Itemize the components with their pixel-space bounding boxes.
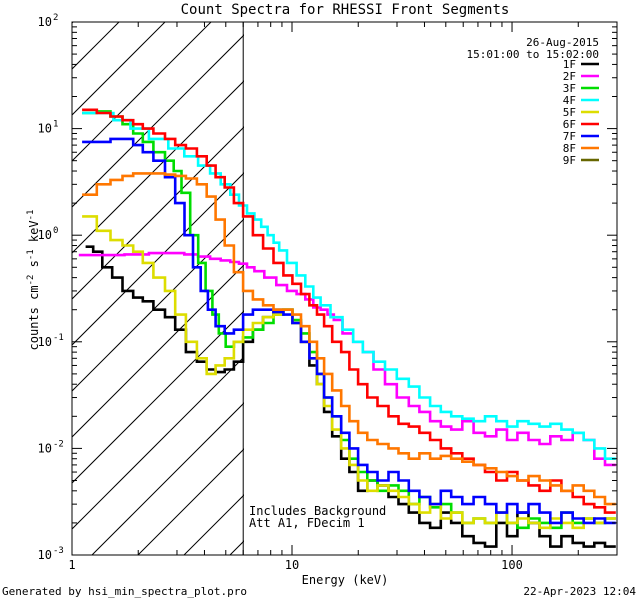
hatch-line (0, 0, 10, 555)
y-tick-exponent: 2 (53, 13, 58, 23)
x-axis-label: Energy (keV) (302, 573, 389, 587)
series-line-7f (82, 137, 616, 525)
x-tick-label: 1 (68, 558, 75, 572)
hatch-line (72, 34, 244, 208)
legend-label-9f: 9F (563, 154, 576, 167)
y-tick-exponent: -2 (53, 439, 64, 449)
legend-label-3f: 3F (563, 82, 576, 95)
hatch-line (72, 80, 244, 254)
hatch-line (91, 402, 244, 555)
hatch-line (72, 172, 244, 346)
x-tick-label: 100 (501, 558, 523, 572)
hatch-line (72, 356, 244, 530)
legend-label-7f: 7F (563, 130, 576, 143)
y-tick-label: 10 (38, 228, 52, 242)
axis-ticks (71, 21, 618, 556)
series-line-8f (82, 172, 616, 506)
hatch-line (72, 310, 244, 484)
attenuator-hatch-region (0, 0, 640, 555)
legend-label-6f: 6F (563, 118, 576, 131)
hatch-line (414, 0, 640, 555)
y-axis-label: counts cm-2 s-1 keV-1 (26, 210, 41, 351)
y-tick-label: 10 (38, 335, 52, 349)
chart-title: Count Spectra for RHESSI Front Segments (181, 2, 510, 18)
y-tick-label: 10 (38, 122, 52, 136)
legend-date: 26-Aug-2015 (526, 36, 599, 49)
y-tick-exponent: 1 (53, 120, 58, 130)
hatch-line (72, 22, 212, 162)
hatch-line (72, 126, 244, 300)
legend-label-1f: 1F (563, 58, 576, 71)
annotation-attenuator: Att A1, FDecim 1 (249, 516, 365, 530)
plot-frame (71, 21, 618, 556)
legend-label-5f: 5F (563, 106, 576, 119)
y-tick-label: 10 (38, 441, 52, 455)
y-tick-label: 10 (38, 548, 52, 562)
y-tick-exponent: -3 (53, 546, 64, 556)
legend-label-2f: 2F (563, 70, 576, 83)
legend-label-8f: 8F (563, 142, 576, 155)
series-line-5f (82, 215, 616, 530)
hatch-line (276, 0, 640, 555)
annotation-background: Includes Background (249, 504, 386, 518)
y-tick-exponent: 0 (53, 226, 58, 236)
legend-time-range: 15:01:00 to 15:02:00 (467, 48, 599, 61)
footer-timestamp: 22-Apr-2023 12:04 (523, 585, 636, 598)
x-tick-label: 10 (285, 558, 299, 572)
hatch-line (0, 0, 102, 555)
series-layer (78, 108, 616, 548)
legend-label-4f: 4F (563, 94, 576, 107)
series-line-4f (82, 111, 616, 460)
y-tick-label: 10 (38, 15, 52, 29)
hatch-line (72, 264, 244, 438)
footer-generated-by: Generated by hsi_min_spectra_plot.pro (2, 585, 247, 598)
x-tick-labels: 1 10 100 (68, 558, 522, 572)
y-tick-exponent: -1 (53, 333, 64, 343)
